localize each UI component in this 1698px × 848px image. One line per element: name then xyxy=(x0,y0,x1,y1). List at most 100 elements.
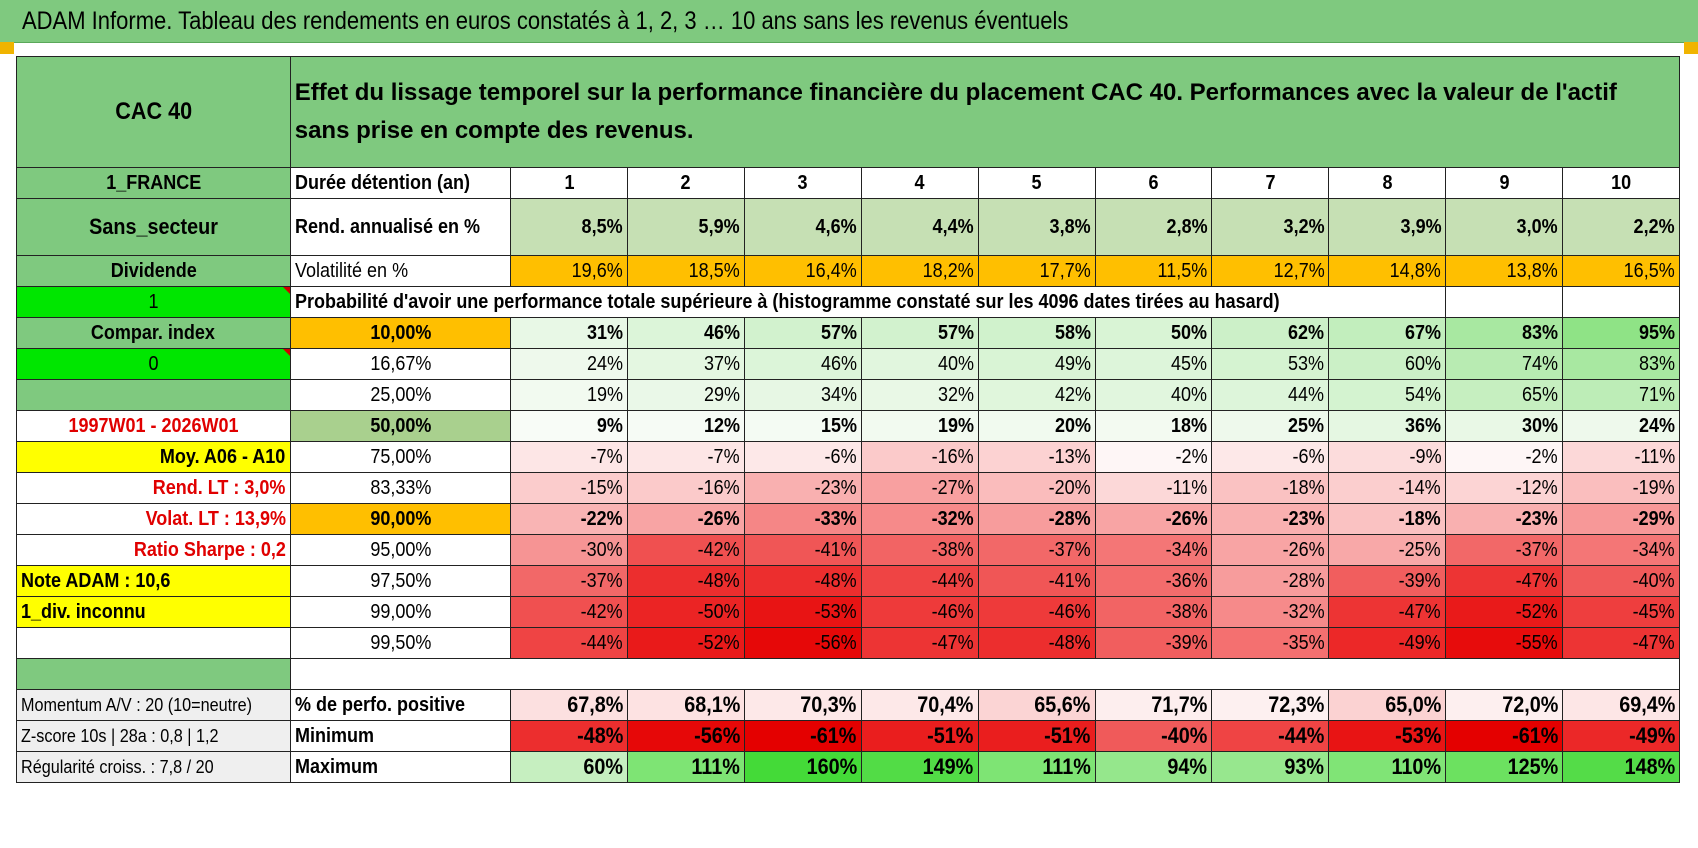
quantile-value: -11% xyxy=(1562,441,1680,473)
maximum-row: Régularité croiss. : 7,8 / 20 Maximum 60% 1… xyxy=(16,751,1680,783)
spacer-row xyxy=(16,658,1681,690)
one-input-cell[interactable]: 1 xyxy=(16,286,291,318)
quantile-value: -22% xyxy=(510,503,629,535)
minimum-row-value: -51% xyxy=(860,720,979,752)
quantile-value: -34% xyxy=(1562,534,1680,566)
quantile-value: 29% xyxy=(627,379,745,411)
quantile-label: 25,00% xyxy=(289,379,512,411)
minimum-row-value: -61% xyxy=(1445,720,1564,752)
quantile-value: -32% xyxy=(1211,596,1330,628)
quantile-label: 97,50% xyxy=(289,565,512,597)
quantile-row: Moy. A06 - A10 75,00% -7% -7% -6% -16% -13% -2%… xyxy=(16,441,1680,473)
quantile-value: 30% xyxy=(1445,410,1564,442)
period-cell: 1997W01 - 2026W01 xyxy=(16,410,291,442)
quantile-value: -26% xyxy=(627,503,745,535)
quantile-value: 62% xyxy=(1211,317,1330,349)
quantile-value: 67% xyxy=(1328,317,1447,349)
quantile-value: 57% xyxy=(743,317,862,349)
corner-marker-left xyxy=(0,42,14,54)
quantile-value: 19% xyxy=(860,410,979,442)
quantile-value: 25% xyxy=(1211,410,1330,442)
year-header: 2 xyxy=(627,167,745,199)
quantile-value: -14% xyxy=(1328,472,1447,504)
quantile-value: -16% xyxy=(860,441,979,473)
minimum-row-value: -48% xyxy=(510,720,629,752)
quantile-value: 9% xyxy=(510,410,629,442)
quantile-row: 99,50% -44% -52% -56% -47% -48% -39% -35% -49% -5… xyxy=(16,627,1680,659)
quantile-row: Volat. LT : 13,9% 90,00% -22% -26% -33% -32% -… xyxy=(16,503,1680,535)
note-adam-cell: Note ADAM : 10,6 xyxy=(16,565,291,597)
quantile-value: 83% xyxy=(1562,348,1680,380)
maximum-row-value: 111% xyxy=(627,751,745,783)
quantile-value: -26% xyxy=(1211,534,1330,566)
minimum-row-value: -56% xyxy=(627,720,745,752)
quantile-value: 34% xyxy=(743,379,862,411)
sharpe-cell: Ratio Sharpe : 0,2 xyxy=(16,534,291,566)
quantile-value: -40% xyxy=(1562,565,1680,597)
quantile-value: 44% xyxy=(1211,379,1330,411)
maximum-row-value: 111% xyxy=(977,751,1096,783)
quantile-label: 10,00% xyxy=(289,317,512,349)
quantile-value: -49% xyxy=(1328,627,1447,659)
blank-green-cell xyxy=(16,379,291,411)
dividend-cell: Dividende xyxy=(16,255,291,287)
zero-input-cell[interactable]: 0 xyxy=(16,348,291,380)
rend-value: 3,9% xyxy=(1328,198,1447,256)
quantile-value: -52% xyxy=(1445,596,1564,628)
quantile-value: -33% xyxy=(743,503,862,535)
positive-row: Momentum A/V : 20 (10=neutre)% de perfo.… xyxy=(16,689,1680,721)
quantile-value: -29% xyxy=(1562,503,1680,535)
quantile-value: -46% xyxy=(977,596,1096,628)
rend-value: 3,2% xyxy=(1211,198,1330,256)
prob-title-cell: Probabilité d'avoir une performance tota… xyxy=(289,286,1447,318)
regularite-cell: Régularité croiss. : 7,8 / 20 xyxy=(16,751,291,783)
vol-value: 16,4% xyxy=(743,255,862,287)
positive-row-value: 70,3% xyxy=(743,689,862,721)
vol-value: 18,5% xyxy=(627,255,745,287)
rend-lt-cell: Rend. LT : 3,0% xyxy=(16,472,291,504)
quantile-value: -19% xyxy=(1562,472,1680,504)
vol-value: 16,5% xyxy=(1562,255,1680,287)
quantile-value: -37% xyxy=(1445,534,1564,566)
quantile-value: 58% xyxy=(977,317,1096,349)
description-cell: Effet du lissage temporel sur la perform… xyxy=(289,56,1681,168)
quantile-value: -46% xyxy=(860,596,979,628)
positive-row-value: 65,6% xyxy=(977,689,1096,721)
quantile-value: -48% xyxy=(977,627,1096,659)
positive-row-value: 68,1% xyxy=(627,689,745,721)
spacer-blank xyxy=(289,658,1681,690)
quantile-value: -32% xyxy=(860,503,979,535)
quantile-value: -27% xyxy=(860,472,979,504)
quantile-value: -53% xyxy=(743,596,862,628)
quantile-row: Rend. LT : 3,0% 83,33% -15% -16% -23% -27% -20… xyxy=(16,472,1680,504)
rend-value: 4,6% xyxy=(743,198,862,256)
quantile-label: 75,00% xyxy=(289,441,512,473)
quantile-value: -37% xyxy=(977,534,1096,566)
year-header: 6 xyxy=(1094,167,1213,199)
maximum-row-value: 60% xyxy=(510,751,629,783)
quantile-value: -7% xyxy=(510,441,629,473)
quantile-value: -56% xyxy=(743,627,862,659)
quantile-value: 12% xyxy=(627,410,745,442)
minimum-row-value: -53% xyxy=(1328,720,1447,752)
quantile-value: -6% xyxy=(1211,441,1330,473)
maximum-row-value: 110% xyxy=(1328,751,1447,783)
quantile-value: 60% xyxy=(1328,348,1447,380)
quantile-value: -50% xyxy=(627,596,745,628)
quantile-value: -44% xyxy=(510,627,629,659)
quantile-value: -18% xyxy=(1328,503,1447,535)
quantile-value: -35% xyxy=(1211,627,1330,659)
zscore-cell: Z-score 10s | 28a : 0,8 | 1,2 xyxy=(16,720,291,752)
corner-marker-right xyxy=(1684,42,1698,54)
quantile-value: 71% xyxy=(1562,379,1680,411)
header-row: CAC 40 Effet du lissage temporel sur la … xyxy=(16,56,1681,168)
quantile-value: -18% xyxy=(1211,472,1330,504)
vol-label: Volatilité en % xyxy=(289,255,512,287)
positive-row-value: 71,7% xyxy=(1094,689,1213,721)
quantile-value: -28% xyxy=(977,503,1096,535)
quantile-value: -36% xyxy=(1094,565,1213,597)
quantile-value: 19% xyxy=(510,379,629,411)
quantile-value: 46% xyxy=(627,317,745,349)
rend-value: 2,8% xyxy=(1094,198,1213,256)
